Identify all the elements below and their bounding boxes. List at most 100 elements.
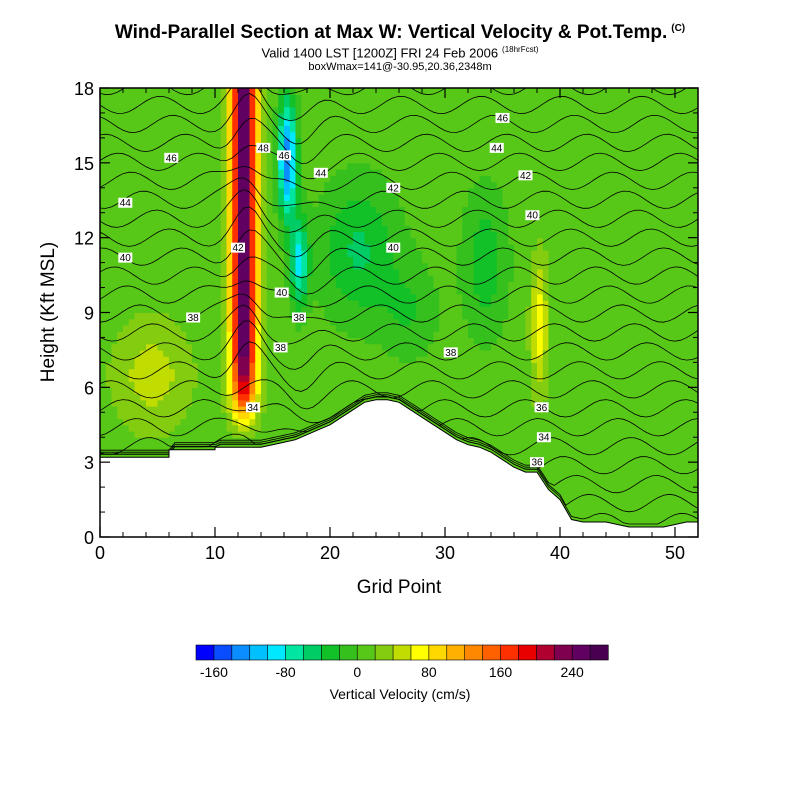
valid-time-text: Valid 1400 LST [1200Z] FRI 24 Feb 2006 [261,45,499,61]
contour-label: 38 [273,342,288,354]
colorbar-swatch [285,644,305,661]
contour-label: 42 [518,170,533,182]
chart-title: Wind-Parallel Section at Max W: Vertical… [0,22,800,44]
colorbar-tick-label: 160 [489,664,513,680]
contour-label: 44 [118,197,133,209]
contour-label: 40 [274,287,289,299]
contour-label: 44 [489,142,504,154]
colorbar-swatch [464,644,484,661]
colorbar-swatch [428,644,448,661]
theta-contours [100,88,698,525]
colorbar-ticks: -160 -80 0 80 160 240 [200,664,584,680]
contour-label: 40 [118,252,133,264]
colorbar-tick-label: 0 [353,664,361,680]
contour-label: 36 [530,457,544,469]
colorbar-swatch [374,644,394,661]
colorbar-swatch [231,644,251,661]
theta-contour-line [100,396,698,424]
x-tick-label: 0 [95,543,105,563]
colorbar-swatch [338,644,358,661]
y-tick-label: 6 [84,378,94,398]
box-wmax-text: boxWmax=141@-30.95,20.36,2348m [308,61,492,73]
theta-contour-line [100,88,698,122]
colorbar-swatch [267,644,287,661]
x-tick-label: 30 [435,543,455,563]
y-tick-label: 18 [74,79,94,99]
contour-label: 44 [313,167,328,179]
theta-contour-line [100,88,688,96]
y-tick-label: 9 [84,304,94,324]
contour-label: 46 [277,150,291,162]
colorbar-swatch [410,644,430,661]
contour-label: 48 [256,142,271,154]
contour-label: 40 [386,242,401,254]
theta-contour-line [100,304,698,345]
colorbar-swatch [553,644,573,661]
x-tick-label: 50 [665,543,685,563]
colorbar-swatch [500,644,520,661]
colorbar-swatch [446,644,466,661]
theta-contour-line [100,280,698,308]
y-axis-label: Height (Kft MSL) [38,242,59,382]
x-tick-label: 10 [205,543,225,563]
theta-contour-line [100,189,698,233]
y-tick-label: 12 [74,229,94,249]
x-tick-label: 40 [550,543,570,563]
colorbar-swatch [303,644,322,661]
y-tick-label: 15 [74,154,94,174]
contour-label: 38 [186,312,201,324]
colorbar-tick-label: -160 [200,664,228,680]
colorbar-swatch [518,644,537,661]
x-tick-label: 20 [320,543,340,563]
x-axis-label: Grid Point [357,577,442,598]
colorbar-swatch [356,644,376,661]
chart-title-text: Wind-Parallel Section at Max W: Vertical… [114,22,668,43]
terrain-mask [99,399,699,538]
contour-labels: 46 44 40 38 48 46 44 42 42 40 40 38 38 38 34 46 44 42 40 36… [118,112,551,469]
colorbar-label: Vertical Velocity (cm/s) [330,686,471,702]
colorbar-swatch [213,644,233,661]
colorbar-swatch [571,644,591,661]
copyright-mark: (C) [671,22,686,34]
theta-contour-line [100,379,698,410]
theta-contour-line [100,256,698,295]
y-tick-label: 3 [84,453,94,473]
contour-label: 38 [291,312,306,324]
theta-contour-line [100,394,698,513]
forecast-hour-text: (18hrFcst) [502,45,539,54]
contour-label: 40 [525,210,540,222]
y-tick-label: 0 [84,528,94,548]
colorbar-swatch [589,644,609,661]
colorbar-tick-label: -80 [275,664,295,680]
colorbar-swatch [195,644,215,661]
colorbar-tick-label: 80 [421,664,437,680]
theta-contour-line [100,145,698,180]
theta-contour-line [100,229,698,279]
colorbar-swatch [536,644,555,661]
colorbar-tick-label: 240 [560,664,584,680]
contour-label: 34 [536,432,551,444]
colorbar-swatch [249,644,269,661]
theta-contour-line [100,177,698,209]
theta-contour-line [100,392,698,494]
colorbar-swatch [321,644,340,661]
colorbar [195,644,609,661]
contour-label: 42 [386,182,401,194]
contour-label: 46 [495,112,510,124]
contour-label: 42 [231,242,245,254]
theta-contour-line [100,117,698,164]
contour-label: 38 [443,347,458,359]
theta-contour-line [100,93,698,145]
x-axis: 0 10 20 30 40 50 [95,88,699,563]
theta-contour-line [100,341,698,392]
contour-label: 34 [245,402,260,414]
colorbar-swatch [392,644,412,661]
chart-subtitle: Valid 1400 LST [1200Z] FRI 24 Feb 2006 (1… [0,45,800,60]
theta-contour-line [100,320,698,370]
contour-label: 46 [164,152,179,164]
contour-label: 36 [534,402,549,414]
theta-contour-line [100,206,698,258]
colorbar-swatch [482,644,502,661]
